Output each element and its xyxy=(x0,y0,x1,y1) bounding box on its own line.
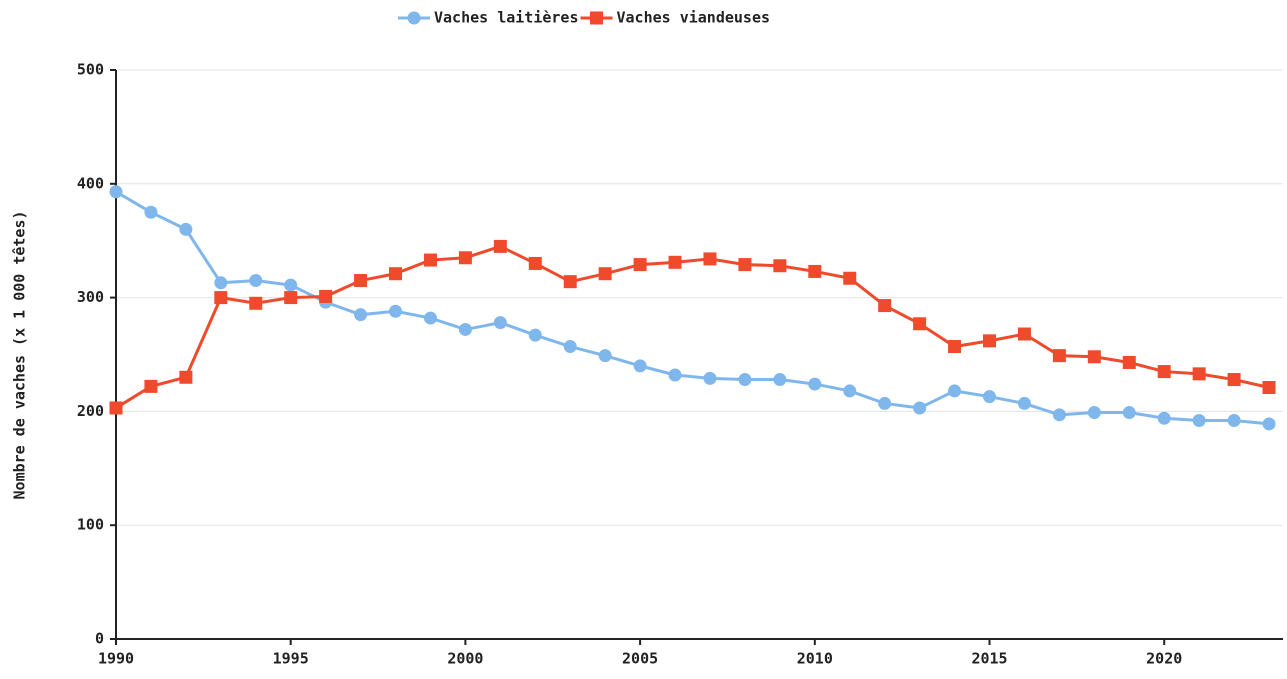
legend-marker xyxy=(590,11,603,25)
data-point xyxy=(1157,365,1171,379)
data-point xyxy=(179,370,193,384)
data-point xyxy=(668,255,682,269)
data-point xyxy=(913,317,927,331)
y-tick-label: 300 xyxy=(77,288,104,306)
data-point xyxy=(1192,414,1206,428)
data-point xyxy=(284,278,298,292)
y-tick-label: 100 xyxy=(77,516,104,534)
x-tick-label: 2015 xyxy=(971,650,1007,668)
data-point xyxy=(1052,408,1066,422)
x-tick-label: 2000 xyxy=(447,650,483,668)
data-point xyxy=(249,274,263,288)
data-point xyxy=(109,401,123,415)
data-point xyxy=(493,316,507,330)
data-point xyxy=(738,258,752,272)
data-point xyxy=(598,349,612,363)
data-point xyxy=(354,274,368,288)
data-point xyxy=(1087,406,1101,420)
x-tick-label: 2005 xyxy=(622,650,658,668)
data-point xyxy=(563,340,577,354)
data-point xyxy=(948,384,962,398)
data-point xyxy=(458,322,472,336)
x-tick-label: 2010 xyxy=(797,650,833,668)
data-point xyxy=(878,396,892,410)
data-point xyxy=(843,271,857,285)
y-tick-label: 0 xyxy=(95,630,104,648)
data-point xyxy=(1262,381,1276,395)
series-line xyxy=(115,190,1270,426)
y-axis-label: Nombre de vaches (x 1 000 têtes) xyxy=(11,211,29,500)
data-point xyxy=(249,296,263,310)
data-point xyxy=(214,276,228,290)
data-point xyxy=(948,340,962,354)
data-point xyxy=(598,267,612,281)
data-point xyxy=(144,205,158,219)
data-point xyxy=(354,308,368,322)
data-point xyxy=(493,239,507,253)
data-point xyxy=(1227,414,1241,428)
data-point xyxy=(808,377,822,391)
data-point xyxy=(633,258,647,272)
data-point xyxy=(109,185,123,199)
data-point xyxy=(1052,349,1066,363)
data-point xyxy=(423,311,437,325)
x-tick-label: 1995 xyxy=(273,650,309,668)
data-point xyxy=(389,267,403,281)
series-line xyxy=(115,244,1270,410)
data-point xyxy=(423,253,437,267)
data-point xyxy=(1017,396,1031,410)
data-point xyxy=(144,379,158,393)
data-point xyxy=(1122,406,1136,420)
data-point xyxy=(528,328,542,342)
data-point xyxy=(808,264,822,278)
data-point xyxy=(668,368,682,382)
legend-marker xyxy=(407,11,421,25)
data-point xyxy=(773,373,787,387)
legend-label: Vaches laitières xyxy=(434,9,579,27)
data-point xyxy=(1227,373,1241,387)
data-point xyxy=(738,373,752,387)
x-tick-label: 2020 xyxy=(1146,650,1182,668)
data-point xyxy=(703,252,717,266)
data-point xyxy=(319,289,333,303)
data-point xyxy=(1017,327,1031,341)
data-point xyxy=(1087,350,1101,364)
data-point xyxy=(1192,367,1206,381)
legend-label: Vaches viandeuses xyxy=(617,9,771,27)
data-point xyxy=(983,334,997,348)
data-point xyxy=(284,291,298,305)
x-tick-label: 1990 xyxy=(98,650,134,668)
data-point xyxy=(1262,417,1276,431)
y-tick-label: 500 xyxy=(77,61,104,79)
data-point xyxy=(458,251,472,265)
data-point xyxy=(878,299,892,313)
y-tick-label: 200 xyxy=(77,402,104,420)
data-point xyxy=(1157,411,1171,425)
data-point xyxy=(563,275,577,289)
data-point xyxy=(1122,355,1136,369)
data-point xyxy=(773,259,787,273)
data-point xyxy=(214,291,228,305)
data-point xyxy=(389,304,403,318)
data-point xyxy=(633,359,647,373)
y-tick-label: 400 xyxy=(77,174,104,192)
data-point xyxy=(913,401,927,415)
data-point xyxy=(843,384,857,398)
data-point xyxy=(179,222,193,236)
data-point xyxy=(528,256,542,270)
data-point xyxy=(983,390,997,404)
data-point xyxy=(703,371,717,385)
